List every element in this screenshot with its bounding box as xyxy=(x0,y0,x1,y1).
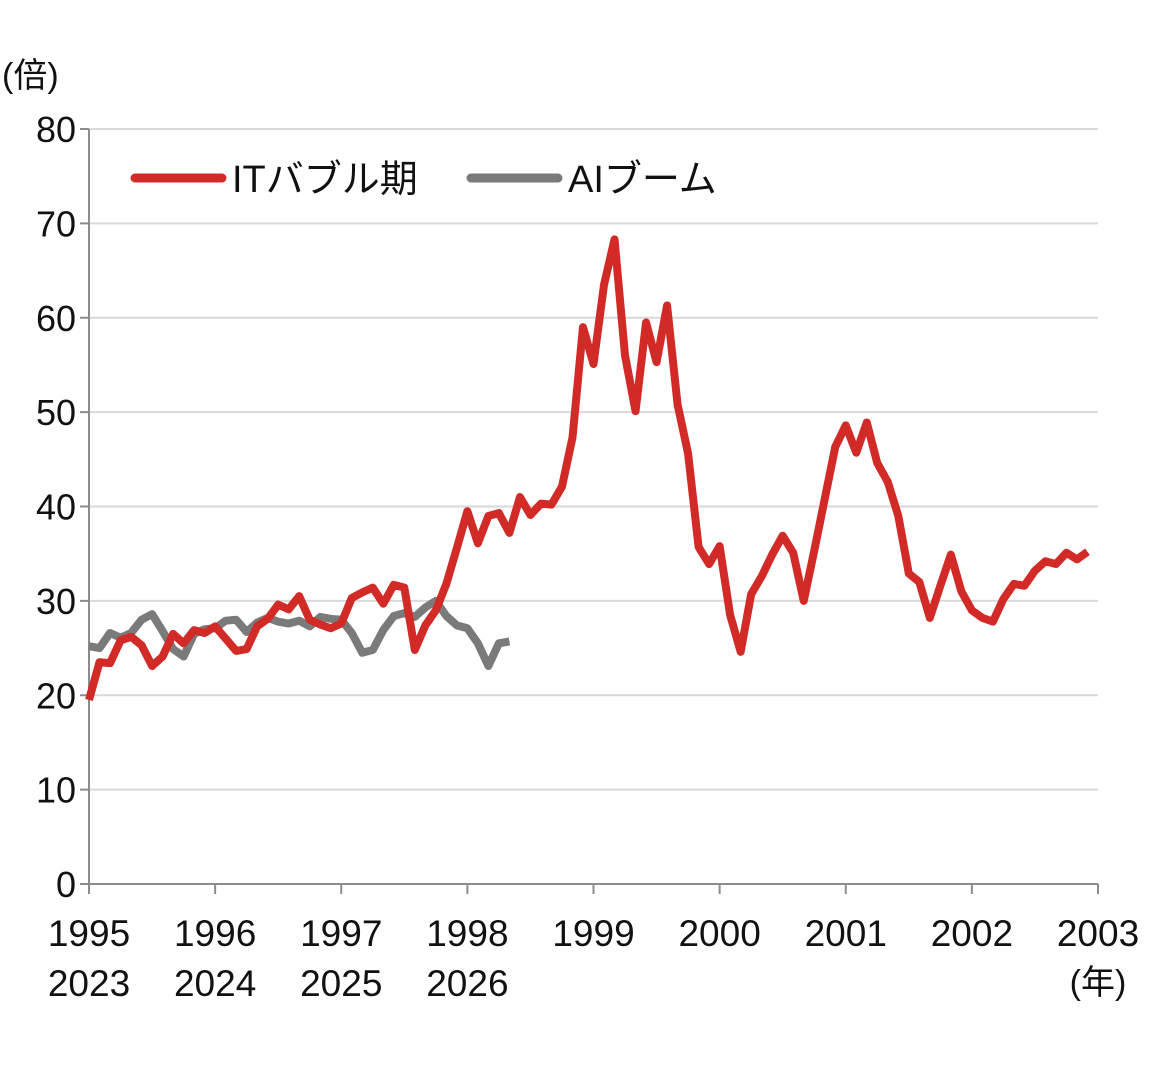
legend-label-it-bubble: ITバブル期 xyxy=(232,159,418,201)
y-tick-label-0: 0 xyxy=(56,864,76,905)
y-tick-label-40: 40 xyxy=(36,487,76,528)
x-tick-label-top-1996: 1996 xyxy=(174,913,256,954)
x-unit-label: (年) xyxy=(1070,964,1127,1002)
series-lines xyxy=(85,235,1090,702)
x-tick-labels: 1995 1996 1997 1998 1999 2000 2001 2002 2003 2023… xyxy=(48,884,1139,1004)
x-tick-label-top-1999: 1999 xyxy=(552,913,634,954)
x-tick-label-top-2002: 2002 xyxy=(931,913,1013,954)
y-tick-label-10: 10 xyxy=(36,770,76,811)
y-tick-label-30: 30 xyxy=(36,581,76,622)
y-tick-labels: 0 10 20 30 40 50 60 70 80 xyxy=(36,109,89,905)
gridlines xyxy=(89,128,1098,791)
legend: ITバブル期 AIブーム xyxy=(130,159,717,201)
y-tick-label-50: 50 xyxy=(36,392,76,433)
x-tick-label-bottom-2025: 2025 xyxy=(300,963,382,1004)
x-tick-label-top-2001: 2001 xyxy=(805,913,887,954)
x-tick-label-bottom-2023: 2023 xyxy=(48,963,130,1004)
x-tick-label-top-2000: 2000 xyxy=(678,913,760,954)
x-tick-label-top-2003: 2003 xyxy=(1057,913,1139,954)
x-tick-label-top-1997: 1997 xyxy=(300,913,382,954)
series-line-ai-boom xyxy=(88,596,511,670)
x-tick-label-top-1995: 1995 xyxy=(48,913,130,954)
y-tick-label-60: 60 xyxy=(36,298,76,339)
x-tick-label-bottom-2026: 2026 xyxy=(426,963,508,1004)
y-unit-label: (倍) xyxy=(2,57,59,95)
legend-label-ai-boom: AIブーム xyxy=(568,159,717,201)
y-tick-label-20: 20 xyxy=(36,675,76,716)
y-tick-label-70: 70 xyxy=(36,203,76,244)
x-tick-label-top-1998: 1998 xyxy=(426,913,508,954)
series-line-it-bubble xyxy=(85,235,1090,702)
x-tick-label-bottom-2024: 2024 xyxy=(174,963,256,1004)
y-tick-label-80: 80 xyxy=(36,109,76,150)
